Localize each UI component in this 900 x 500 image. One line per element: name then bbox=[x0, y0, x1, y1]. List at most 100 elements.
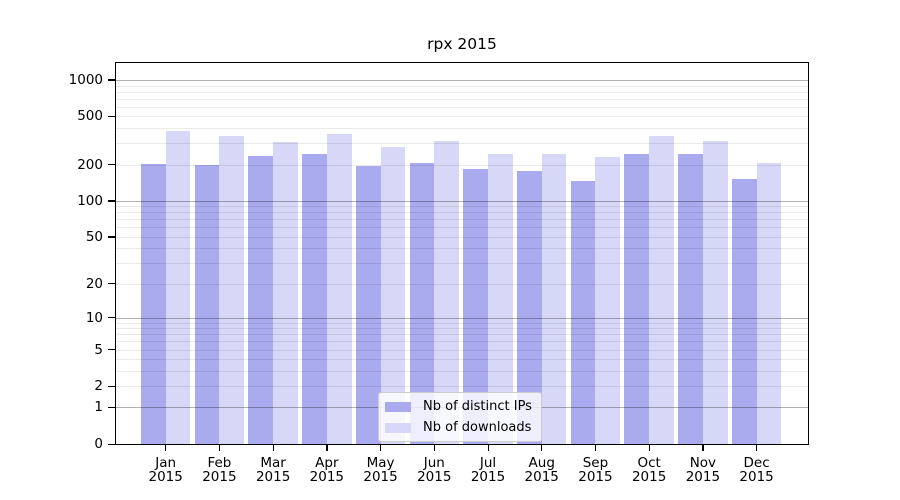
x-tick-month: Apr bbox=[315, 455, 339, 471]
y-tick-label: 100 bbox=[77, 192, 103, 209]
gridline-minor bbox=[116, 219, 808, 221]
x-tick-mark bbox=[380, 445, 382, 451]
y-tick-mark bbox=[108, 200, 115, 202]
gridline-major bbox=[116, 317, 808, 319]
x-tick-mark bbox=[165, 445, 167, 451]
gridline-minor bbox=[116, 322, 808, 324]
y-tick-label: 2 bbox=[94, 378, 103, 395]
bar-distinct-ips bbox=[302, 154, 327, 444]
bar-distinct-ips bbox=[624, 153, 650, 444]
x-tick-year: 2015 bbox=[363, 469, 398, 485]
x-tick-mark bbox=[272, 445, 274, 451]
legend-swatch-distinct-ips bbox=[385, 401, 411, 412]
x-tick-mark bbox=[702, 445, 704, 451]
x-tick-month: Jan bbox=[155, 455, 177, 471]
y-tick-label: 10 bbox=[85, 309, 103, 326]
y-tick-label: 200 bbox=[77, 156, 103, 173]
x-tick-mark bbox=[756, 445, 758, 451]
gridline-minor bbox=[116, 128, 808, 130]
x-tick-year: 2015 bbox=[578, 469, 613, 485]
gridline-minor bbox=[116, 386, 808, 388]
y-tick-mark bbox=[108, 115, 115, 118]
gridline-minor bbox=[116, 283, 808, 285]
gridline-minor bbox=[116, 227, 808, 229]
y-tick-mark bbox=[108, 283, 115, 285]
bar-downloads bbox=[702, 140, 728, 444]
bar-distinct-ips bbox=[570, 180, 596, 444]
y-tick-label: 5 bbox=[94, 341, 103, 358]
x-tick-month: Jul bbox=[479, 455, 497, 471]
y-tick-mark bbox=[108, 236, 115, 238]
x-tick-month: Aug bbox=[528, 455, 555, 471]
x-tick-year: 2015 bbox=[739, 469, 774, 485]
gridline-minor bbox=[116, 370, 808, 372]
x-tick-label: Jun 2015 bbox=[406, 456, 462, 484]
y-tick-mark bbox=[108, 443, 115, 445]
x-tick-mark bbox=[594, 445, 597, 451]
x-tick-year: 2015 bbox=[255, 469, 291, 485]
x-tick-label: Jan 2015 bbox=[138, 456, 194, 484]
x-tick-year: 2015 bbox=[524, 469, 559, 485]
legend-swatch-downloads bbox=[385, 422, 411, 433]
gridline-minor bbox=[116, 341, 808, 343]
y-tick-mark bbox=[108, 79, 115, 81]
x-tick-label: Mar 2015 bbox=[245, 456, 301, 484]
x-tick-label: Oct 2015 bbox=[621, 456, 677, 484]
x-tick-label: Dec 2015 bbox=[729, 456, 785, 484]
x-tick-year: 2015 bbox=[470, 469, 506, 485]
bar-distinct-ips bbox=[141, 164, 166, 444]
gridline-minor bbox=[116, 328, 808, 330]
y-tick-label: 0 bbox=[94, 436, 103, 452]
bar-downloads bbox=[326, 134, 352, 444]
x-tick-year: 2015 bbox=[148, 469, 183, 485]
x-tick-month: May bbox=[366, 455, 395, 471]
y-tick-mark bbox=[108, 349, 115, 351]
y-tick-mark bbox=[108, 406, 115, 409]
gridline-major bbox=[116, 200, 808, 202]
chart-title: rpx 2015 bbox=[427, 35, 497, 53]
x-tick-label: Feb 2015 bbox=[191, 456, 247, 484]
x-tick-year: 2015 bbox=[685, 469, 721, 485]
x-tick-year: 2015 bbox=[631, 469, 667, 485]
x-tick-month: Feb bbox=[207, 455, 232, 471]
x-tick-label: Apr 2015 bbox=[299, 456, 355, 484]
x-tick-mark bbox=[433, 445, 435, 451]
x-tick-mark bbox=[326, 445, 328, 451]
gridline-minor bbox=[116, 236, 808, 238]
gridline-minor bbox=[116, 263, 808, 265]
plot-area bbox=[115, 62, 809, 445]
x-tick-mark bbox=[218, 445, 221, 451]
bar-downloads bbox=[273, 141, 298, 444]
y-tick-label: 1 bbox=[94, 399, 103, 416]
legend: Nb of distinct IPs Nb of downloads bbox=[378, 392, 542, 442]
gridline-minor bbox=[116, 248, 808, 250]
gridline-minor bbox=[116, 334, 808, 336]
x-tick-month: Sep bbox=[582, 455, 609, 471]
y-tick-mark bbox=[108, 385, 115, 387]
gridline-minor bbox=[116, 98, 808, 100]
y-tick-label: 1000 bbox=[68, 71, 103, 88]
bar-distinct-ips bbox=[678, 154, 703, 444]
bar-downloads bbox=[541, 154, 567, 444]
x-tick-label: May 2015 bbox=[353, 456, 409, 484]
x-tick-mark bbox=[648, 445, 650, 451]
x-tick-year: 2015 bbox=[309, 469, 345, 485]
bar-downloads bbox=[165, 130, 191, 444]
y-tick-label: 500 bbox=[77, 108, 103, 125]
y-tick-label: 20 bbox=[85, 275, 103, 292]
x-tick-month: Jun bbox=[423, 455, 445, 471]
gridline-minor bbox=[116, 164, 808, 166]
x-tick-year: 2015 bbox=[417, 469, 452, 485]
gridline-minor bbox=[116, 206, 808, 208]
gridline-minor bbox=[116, 91, 808, 93]
x-tick-year: 2015 bbox=[202, 469, 237, 485]
bar-downloads bbox=[649, 135, 674, 444]
gridline-minor bbox=[116, 359, 808, 361]
x-tick-month: Nov bbox=[689, 455, 717, 471]
y-tick-mark bbox=[108, 317, 115, 319]
x-tick-label: Nov 2015 bbox=[675, 456, 731, 484]
legend-label-downloads: Nb of downloads bbox=[423, 420, 532, 435]
gridline-minor bbox=[116, 349, 808, 351]
x-tick-label: Sep 2015 bbox=[567, 456, 623, 484]
